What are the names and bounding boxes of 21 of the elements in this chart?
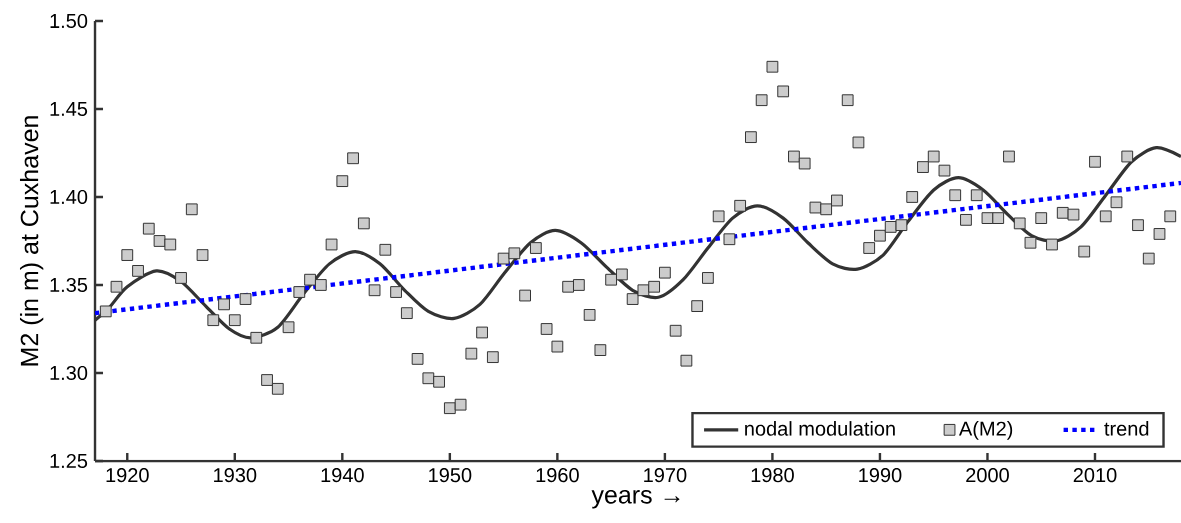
x-tick-label: 2010 [1073, 468, 1117, 483]
x-tick-label: 1990 [859, 468, 902, 483]
x-tick-label: 1940 [321, 468, 364, 483]
x-tick-label: 1920 [106, 468, 149, 483]
y-tick-label: 1.40 [50, 189, 88, 205]
y-tick-label: 1.45 [50, 102, 88, 116]
x-tick-label: 2000 [966, 468, 1009, 483]
y-axis-title: M2 (in m) at Cuxhaven [19, 116, 44, 366]
legend-label: A(M2) [958, 421, 1013, 440]
x-tick-label: 1970 [644, 468, 687, 483]
y-tick-label: 1.25 [50, 453, 88, 469]
x-axis-title: years → [591, 489, 680, 509]
y-tick-label: 1.35 [50, 277, 88, 293]
x-tick-label: 1950 [429, 468, 472, 483]
y-tick-label: 1.30 [50, 365, 88, 381]
x-tick-label: 1930 [214, 468, 257, 483]
x-tick-label: 1980 [751, 468, 794, 483]
legend-label: trend [1104, 421, 1149, 436]
x-tick-label: 1960 [536, 468, 579, 483]
y-tick-label: 1.50 [50, 13, 88, 29]
legend-label: nodal modulation [745, 421, 895, 436]
